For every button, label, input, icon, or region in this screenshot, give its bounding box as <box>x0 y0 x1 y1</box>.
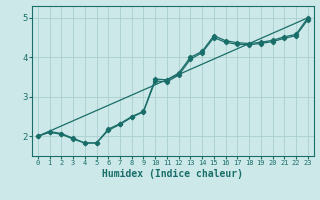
X-axis label: Humidex (Indice chaleur): Humidex (Indice chaleur) <box>102 169 243 179</box>
